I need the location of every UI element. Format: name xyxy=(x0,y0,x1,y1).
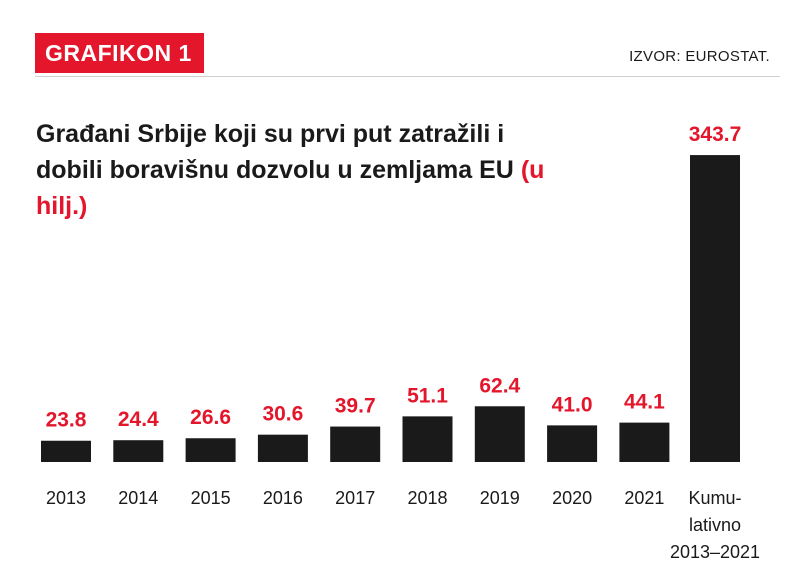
value-label-0: 23.8 xyxy=(46,409,87,432)
source-label: IZVOR: EUROSTAT. xyxy=(629,48,770,65)
bar-2 xyxy=(185,438,236,462)
value-label-9: 343.7 xyxy=(689,123,742,146)
value-label-5: 51.1 xyxy=(407,384,448,407)
bar-6 xyxy=(474,406,525,462)
chart-title-unit: (u hilj.) xyxy=(36,156,545,220)
bar-4 xyxy=(330,426,381,462)
value-label-3: 30.6 xyxy=(262,403,303,426)
value-label-1: 24.4 xyxy=(118,408,159,431)
category-label-1: 2014 xyxy=(118,488,158,508)
category-label-5: 2018 xyxy=(407,488,447,508)
bar-5 xyxy=(402,416,453,462)
chart-title-main: Građani Srbije koji su prvi put zatražil… xyxy=(36,120,514,184)
value-label-6: 62.4 xyxy=(479,374,520,397)
category-label-9: Kumu-lativno 2013–2021 xyxy=(670,488,760,562)
category-label-8: 2021 xyxy=(624,488,664,508)
bar-0 xyxy=(41,440,91,462)
chart-badge: GRAFIKON 1 xyxy=(35,33,204,73)
category-label-0: 2013 xyxy=(46,488,86,508)
header-divider xyxy=(35,76,780,77)
category-label-2: 2015 xyxy=(191,488,231,508)
category-label-6: 2019 xyxy=(480,488,520,508)
value-label-8: 44.1 xyxy=(624,391,665,414)
bar-8 xyxy=(619,422,670,462)
bar-9 xyxy=(690,155,740,462)
value-label-4: 39.7 xyxy=(335,395,376,418)
category-label-7: 2020 xyxy=(552,488,592,508)
bar-7 xyxy=(547,425,598,462)
bar-3 xyxy=(257,434,308,462)
chart-title: Građani Srbije koji su prvi put zatražil… xyxy=(36,116,556,224)
category-label-3: 2016 xyxy=(263,488,303,508)
bar-1 xyxy=(113,440,164,462)
value-label-2: 26.6 xyxy=(190,406,231,429)
value-label-7: 41.0 xyxy=(552,393,593,416)
category-label-4: 2017 xyxy=(335,488,375,508)
